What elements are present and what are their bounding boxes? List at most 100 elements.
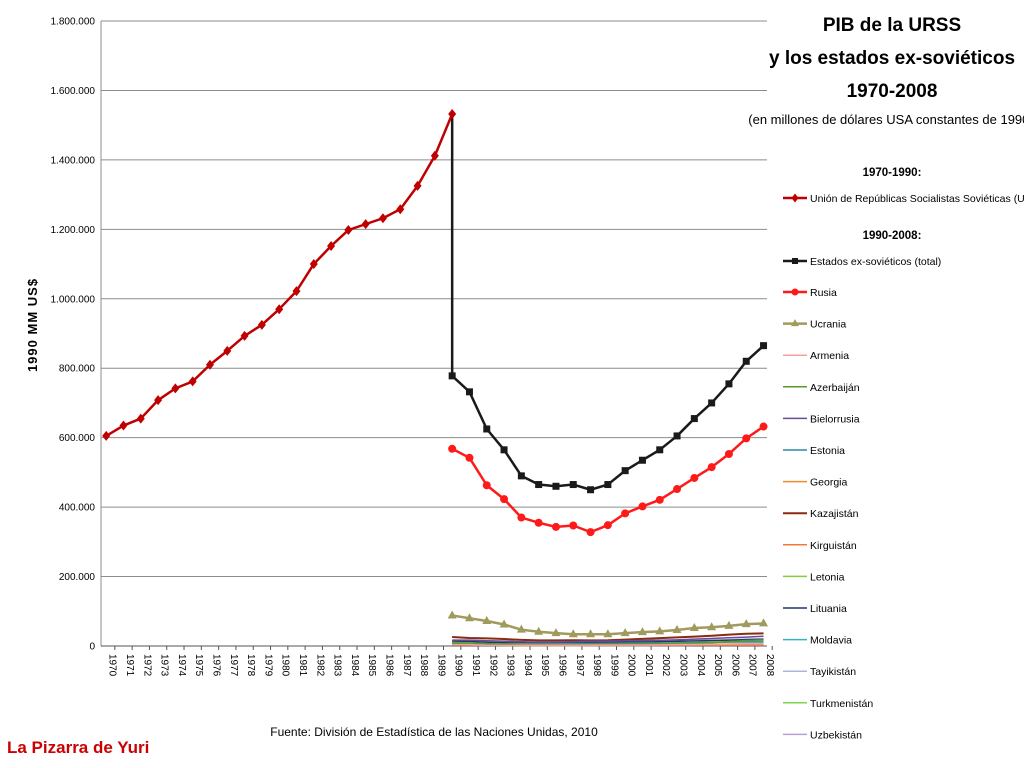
data-point-circle [707,463,716,472]
data-point-square [587,486,595,494]
y-tick-label: 0 [89,642,95,653]
x-tick-label: 1974 [176,654,187,677]
data-point-triangle [447,610,457,619]
legend-item: Turkmenistán [783,698,873,710]
series-line [452,638,764,644]
legend-item: Azerbaiján [783,382,860,394]
series-armenia [452,642,764,647]
x-tick-label: 2008 [764,654,775,677]
data-point-square [465,388,473,396]
x-tick-label: 1986 [383,654,394,677]
data-point-circle [448,444,457,453]
data-point-circle [724,449,733,458]
data-point-square [742,357,750,365]
data-point-diamond [102,430,111,441]
data-point-square [448,372,456,380]
data-point-triangle [707,622,717,631]
x-tick-label: 1985 [366,654,377,677]
series-rusia [448,422,768,537]
data-point-diamond [240,330,249,341]
data-point-square [690,415,698,423]
data-point-square [621,467,629,475]
legend-label: Rusia [810,287,837,299]
y-tick-label: 1.800.000 [51,17,96,28]
y-tick-label: 1.000.000 [51,294,96,305]
data-point-triangle [759,618,769,627]
data-point-triangle [499,619,509,628]
legend-label: Estonia [810,445,845,457]
series-uni-n-de-rep-blicas-socialistas-sovi-ticas-urss- [102,109,457,441]
legend-label: Lituania [810,603,847,615]
legend-label: Tayikistán [810,666,856,678]
y-tick-label: 600.000 [59,433,96,444]
data-point-circle [673,485,682,494]
data-point-triangle [586,629,596,638]
x-tick-label: 1975 [193,654,204,677]
x-tick-label: 1998 [591,654,602,677]
data-point-diamond [791,193,799,203]
data-point-diamond [223,345,232,356]
x-tick-label: 1970 [107,654,118,677]
data-point-circle [551,522,560,531]
legend-label: Letonia [810,571,845,583]
data-point-square [760,342,768,350]
legend-heading: 1970-1990: [863,167,922,179]
legend-item: Kazajistán [783,508,859,520]
data-point-diamond [327,241,336,251]
data-point-triangle [464,613,474,622]
data-point-triangle [672,625,682,634]
y-tick-label: 1.400.000 [51,155,96,166]
data-point-diamond [188,376,197,387]
data-point-circle [791,288,799,296]
series-layer [102,109,769,647]
legend-item: Letonia [783,571,845,583]
series-kazajist-n [452,632,764,642]
legend-item: Uzbekistán [783,729,862,741]
x-tick-label: 1978 [245,654,256,677]
data-point-diamond [136,413,145,424]
data-point-diamond [448,109,457,120]
x-tick-label: 1996 [556,654,567,677]
data-point-diamond [205,359,214,370]
x-tick-label: 1973 [159,654,170,677]
legend-item: Ucrania [783,319,846,331]
data-point-circle [500,495,509,504]
data-point-square [673,432,681,440]
series-lituania [452,638,764,644]
data-point-diamond [257,319,266,330]
brand-watermark: La Pizarra de Yuri [7,738,149,757]
y-tick-label: 1.200.000 [51,225,96,236]
title-line-1: PIB de la URSS [823,15,961,36]
x-tick-label: 1984 [349,654,360,677]
legend-item: Estonia [783,445,845,457]
x-tick-label: 2007 [747,654,758,677]
data-point-diamond [396,204,405,215]
y-axis-label: 1990 MM US$ [25,278,40,372]
data-point-triangle [551,628,561,637]
data-point-diamond [361,219,370,230]
data-point-diamond [171,383,180,394]
legend-label: Estados ex-soviéticos (total) [810,256,941,268]
data-point-triangle [534,626,544,635]
data-point-triangle [637,627,647,636]
data-point-diamond [119,420,128,431]
x-tick-label: 1979 [262,654,273,677]
series-line [450,114,765,491]
data-point-circle [482,481,491,490]
data-point-triangle [655,626,665,635]
x-tick-label: 1991 [470,654,481,677]
legend-label: Turkmenistán [810,698,873,710]
data-point-diamond [154,395,163,406]
data-point-diamond [275,304,284,315]
legend-label: Armenia [810,350,849,362]
data-point-square [535,481,543,489]
data-point-circle [759,422,768,431]
legend-item: Tayikistán [783,666,856,678]
x-tick-label: 2001 [643,654,654,677]
data-point-circle [742,434,751,443]
legend-label: Ucrania [810,319,846,331]
data-point-square [569,481,577,489]
data-point-circle [690,473,699,482]
legend-item: Bielorrusia [783,413,860,425]
data-point-circle [638,502,647,511]
